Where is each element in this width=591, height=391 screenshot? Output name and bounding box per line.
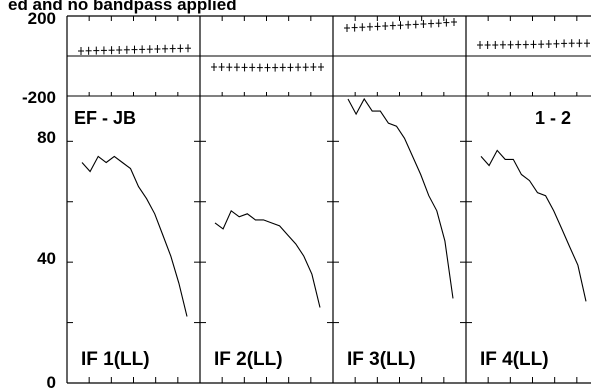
panel-label: IF 4(LL) (480, 349, 549, 370)
panel-label: IF 3(LL) (347, 349, 416, 370)
chart-title: ed and no bandpass applied (8, 0, 237, 14)
polarization-label: 1 - 2 (535, 108, 571, 128)
panel-label: IF 1(LL) (81, 349, 150, 370)
baseline-label: EF - JB (74, 108, 136, 128)
phase-tick-top: 200 (28, 9, 56, 28)
amp-tick-80: 80 (37, 128, 56, 147)
amp-tick-0: 0 (47, 373, 56, 391)
amp-tick-40: 40 (37, 249, 56, 268)
amplitude-series-line (81, 155, 188, 317)
phase-tick-bottom: -200 (22, 88, 56, 107)
panel-label: IF 2(LL) (214, 349, 283, 370)
data-marks: IF 1(LL) IF 2(LL) IF 3(LL) IF 4(LL) (78, 18, 590, 370)
amplitude-series-line (480, 149, 587, 302)
amplitude-series-line (347, 97, 454, 299)
panel-frames (66, 15, 591, 384)
amplitude-series-line (214, 209, 321, 308)
